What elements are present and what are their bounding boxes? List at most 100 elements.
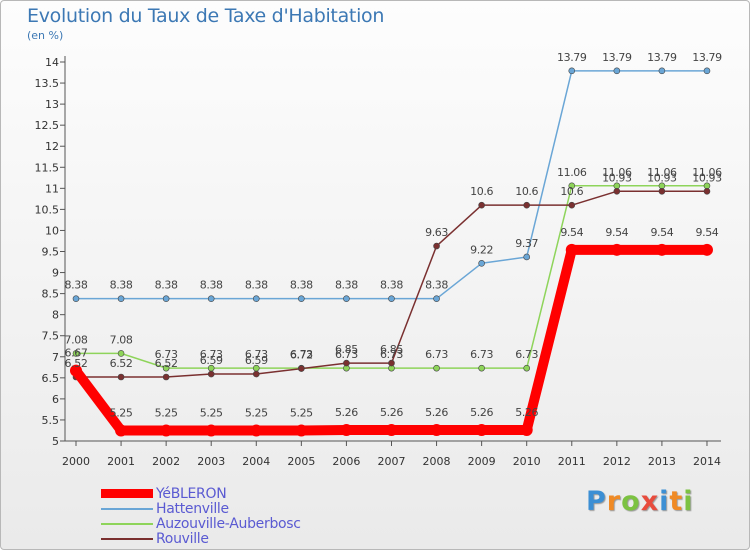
data-label: 5.25 <box>245 406 268 419</box>
data-point <box>568 67 576 75</box>
data-label: 5.26 <box>380 406 403 419</box>
axes: 5 5.5 6 6.5 7 7.5 8 8.5 9 9.5 10 10.5 11 11.5 12 12.5 13… <box>35 56 721 468</box>
data-label: 6.52 <box>65 357 88 370</box>
data-point <box>520 424 533 437</box>
data-label: 7.08 <box>110 333 133 346</box>
data-point <box>207 370 215 378</box>
data-point <box>478 364 485 372</box>
data-label: 6.73 <box>425 348 448 361</box>
logo-letter: r <box>606 486 622 517</box>
logo-letter: o <box>621 486 641 517</box>
data-label: 6.73 <box>515 348 538 361</box>
y-tick-label: 8.5 <box>42 288 60 301</box>
data-label: 6.52 <box>110 357 133 370</box>
data-label: 11.06 <box>692 166 722 179</box>
legend-item: YéBLERON <box>101 485 301 502</box>
data-point <box>568 182 576 190</box>
x-tick-label: 2002 <box>152 455 180 468</box>
data-label: 6.73 <box>200 348 223 361</box>
data-label: 13.79 <box>602 51 632 64</box>
logo-letter: i <box>683 486 694 517</box>
data-point <box>117 295 125 302</box>
x-tick-label: 2007 <box>377 455 405 468</box>
data-label: 5.26 <box>335 406 358 419</box>
legend-label: Hattenville <box>156 500 229 517</box>
data-label: 8.38 <box>200 279 223 292</box>
x-tick-label: 2004 <box>242 455 270 468</box>
data-label: 5.25 <box>110 406 133 419</box>
data-point <box>162 373 170 381</box>
data-point <box>250 424 263 437</box>
data-point <box>72 295 80 302</box>
data-point <box>385 424 398 437</box>
data-label: 8.38 <box>155 279 178 292</box>
logo-letter: i <box>659 486 670 517</box>
x-tick-label: 2011 <box>558 455 586 468</box>
legend-label: YéBLERON <box>156 485 227 502</box>
x-tick-label: 2010 <box>513 455 541 468</box>
y-tick-label: 12.5 <box>35 119 60 132</box>
data-point <box>252 295 260 302</box>
y-tick-label: 5.5 <box>42 414 60 427</box>
data-label: 10.93 <box>692 171 722 184</box>
y-tick-label: 13 <box>45 98 59 111</box>
data-point <box>298 365 305 372</box>
series-line-1 <box>72 244 707 436</box>
x-tick-label: 2008 <box>423 455 451 468</box>
data-label: 13.79 <box>647 51 677 64</box>
data-point <box>343 359 350 367</box>
data-point <box>523 253 531 261</box>
data-label: 9.22 <box>470 243 493 256</box>
data-point <box>340 424 353 437</box>
data-point <box>117 373 125 381</box>
series-line-2 <box>76 70 707 300</box>
logo-letter: t <box>669 486 684 517</box>
data-point <box>658 187 666 195</box>
legend-item: Auzouville-Auberbosc <box>101 516 301 532</box>
data-label: 8.38 <box>110 279 133 292</box>
data-label: 10.6 <box>515 185 538 198</box>
data-point <box>613 187 621 195</box>
x-tick-label: 2005 <box>287 455 315 468</box>
x-tick-label: 2012 <box>603 455 631 468</box>
x-tick-label: 2000 <box>62 455 90 468</box>
data-label: 6.67 <box>65 347 88 360</box>
y-tick-label: 12 <box>45 140 59 153</box>
data-point <box>343 295 350 302</box>
x-tick-label: 2009 <box>468 455 496 468</box>
legend-swatch <box>101 507 153 510</box>
data-label: 9.63 <box>425 226 448 239</box>
y-tick-label: 10.5 <box>35 203 60 216</box>
data-label: 11.06 <box>647 166 677 179</box>
data-label: 8.38 <box>380 279 403 292</box>
y-tick-label: 5 <box>52 435 59 448</box>
data-point <box>475 424 488 437</box>
data-label: 10.6 <box>470 185 493 198</box>
data-label: 6.59 <box>245 354 268 367</box>
data-label: 5.26 <box>470 406 493 419</box>
legend-label: Rouville <box>156 530 209 547</box>
data-point <box>207 295 215 302</box>
data-point <box>658 67 666 75</box>
data-point <box>72 350 80 357</box>
data-point <box>523 201 531 209</box>
proxiti-logo: Proxiti <box>586 486 694 517</box>
y-tick-label: 11.5 <box>35 161 60 174</box>
data-point <box>252 370 260 378</box>
data-point <box>295 424 308 437</box>
data-label: 5.25 <box>200 406 223 419</box>
data-label: 5.26 <box>515 406 538 419</box>
data-point <box>430 424 443 437</box>
x-tick-label: 2003 <box>197 455 225 468</box>
y-tick-label: 11 <box>45 182 59 195</box>
data-label: 5.25 <box>290 406 313 419</box>
data-point <box>160 424 173 437</box>
y-tick-label: 7.5 <box>42 330 60 343</box>
y-tick-label: 13.5 <box>35 77 60 90</box>
data-label: 6.73 <box>470 348 493 361</box>
data-point <box>388 359 395 367</box>
data-point <box>117 350 125 357</box>
data-label: 5.25 <box>155 406 178 419</box>
